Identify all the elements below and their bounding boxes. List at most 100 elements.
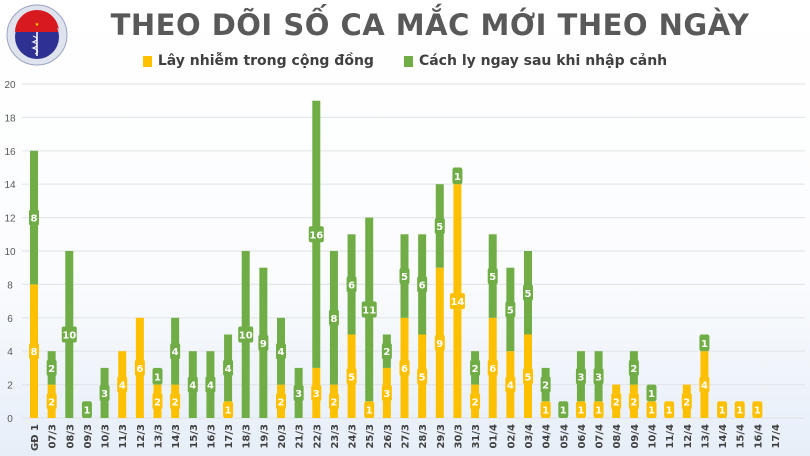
data-label-box [328, 309, 339, 326]
y-tick-label: 0 [7, 414, 13, 425]
x-tick-label: 12/4 [683, 424, 694, 449]
data-label-box [311, 384, 322, 401]
data-label-box [487, 359, 498, 376]
data-label-box [523, 368, 533, 385]
data-label: 5 [401, 272, 408, 283]
data-label: 14 [450, 297, 464, 308]
data-label-box [505, 376, 516, 393]
x-tick-label: 17/4 [771, 424, 782, 449]
data-label: 3 [383, 389, 390, 400]
x-tick-label: 07/3 [48, 424, 59, 449]
data-label-box [434, 334, 445, 351]
data-label: 2 [472, 397, 479, 408]
data-label: 3 [101, 389, 108, 400]
y-tick-label: 8 [7, 280, 13, 291]
data-label: 1 [648, 389, 655, 400]
data-label-box [238, 326, 254, 343]
data-label-box [417, 276, 428, 293]
data-label: 8 [330, 314, 337, 325]
x-tick-label: 14/4 [718, 424, 729, 449]
data-label-box [46, 393, 57, 410]
data-label-box [540, 376, 551, 393]
data-label-box [328, 393, 339, 410]
ministry-of-health-logo: ★ [6, 4, 68, 66]
data-label: 6 [348, 280, 355, 291]
legend-label-community: Lây nhiễm trong cộng đồng [157, 53, 374, 69]
data-label: 2 [278, 397, 285, 408]
data-label-box [505, 301, 516, 318]
data-label: 1 [666, 406, 673, 417]
data-label-box [46, 359, 57, 376]
x-tick-label: 17/3 [224, 424, 235, 449]
x-tick-label: 30/3 [453, 424, 464, 449]
data-label-box [308, 226, 324, 243]
y-tick-label: 20 [4, 80, 16, 91]
x-tick-label: 24/3 [348, 424, 359, 449]
data-label: 2 [613, 397, 620, 408]
x-tick-label: 31/3 [471, 424, 482, 449]
x-tick-label: 03/4 [524, 424, 535, 449]
data-label: 6 [489, 364, 496, 375]
data-label: 2 [154, 397, 161, 408]
data-label: 4 [172, 347, 179, 358]
y-tick-label: 18 [4, 113, 16, 124]
x-tick-label: 18/3 [242, 424, 253, 449]
data-label-box [223, 401, 234, 418]
data-label-box [699, 376, 710, 393]
data-label: 4 [225, 364, 232, 375]
data-label: 1 [225, 406, 232, 417]
x-tick-label: 26/3 [383, 424, 394, 449]
data-label: 6 [401, 364, 408, 375]
y-tick-label: 12 [4, 214, 16, 225]
data-label: 1 [577, 406, 584, 417]
data-label: 5 [525, 372, 532, 383]
x-tick-label: 10/4 [648, 424, 659, 449]
data-label-box [611, 393, 622, 410]
data-label-box [399, 268, 410, 285]
data-label: 10 [239, 331, 253, 342]
data-label-box [170, 343, 181, 360]
data-label: 4 [701, 381, 708, 392]
data-label: 2 [472, 364, 479, 375]
data-label-box [593, 368, 604, 385]
data-label-box [293, 384, 304, 401]
data-label: 2 [383, 347, 390, 358]
x-tick-label: 11/3 [118, 424, 129, 449]
x-tick-label: 11/4 [665, 424, 676, 449]
data-label-box [681, 393, 692, 410]
x-tick-label: 15/4 [736, 424, 747, 449]
data-label: 1 [648, 406, 655, 417]
data-label: 1 [542, 406, 549, 417]
data-label-box [752, 401, 763, 418]
data-label: 5 [489, 272, 496, 283]
data-label-box [449, 293, 465, 310]
data-label: 4 [507, 381, 514, 392]
y-tick-label: 6 [7, 314, 13, 325]
data-label-box [170, 393, 181, 410]
data-label: 1 [366, 406, 373, 417]
x-tick-label: 08/4 [612, 424, 623, 449]
y-tick-label: 10 [4, 247, 16, 258]
data-label-box [381, 343, 392, 360]
data-label-box [61, 326, 77, 343]
data-label: 5 [525, 289, 532, 300]
data-label: 1 [701, 339, 708, 350]
data-label: 1 [454, 172, 461, 183]
data-label-box [364, 401, 375, 418]
data-label-box [646, 384, 657, 401]
x-tick-label: 20/3 [277, 424, 288, 449]
data-label: 2 [48, 364, 55, 375]
legend: Lây nhiễm trong cộng đồng Cách ly ngay s… [0, 53, 810, 69]
data-label-box [575, 368, 586, 385]
data-label: 1 [83, 406, 90, 417]
x-tick-label: 01/4 [489, 424, 500, 449]
data-label-box [399, 359, 410, 376]
x-tick-label: 21/3 [295, 424, 306, 449]
data-label: 16 [309, 230, 323, 241]
data-label-box [540, 401, 551, 418]
data-label-box [646, 401, 657, 418]
legend-item-isolation: Cách ly ngay sau khi nhập cảnh [403, 53, 667, 69]
y-tick-label: 2 [7, 381, 13, 392]
data-label: 6 [136, 364, 143, 375]
